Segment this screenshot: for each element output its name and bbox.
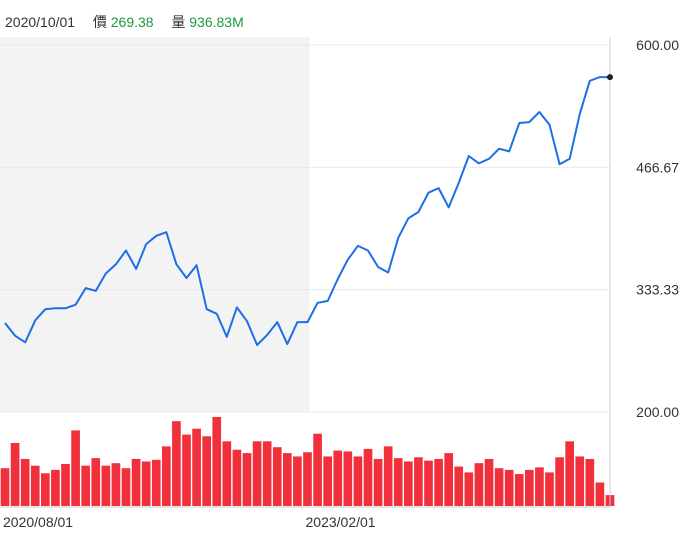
volume-bar xyxy=(545,472,554,506)
volume-bar xyxy=(61,464,70,506)
volume-bar xyxy=(494,468,504,506)
volume-bar xyxy=(484,458,494,506)
volume-bar xyxy=(262,441,272,506)
volume-bar xyxy=(111,463,121,506)
volume-bar xyxy=(182,434,191,506)
volume-bar xyxy=(363,448,373,506)
volume-bar xyxy=(595,482,605,506)
volume-bar xyxy=(524,469,534,506)
volume-bar xyxy=(333,450,343,506)
y-axis-ticks: 600.00 466.67 333.33 200.00 xyxy=(636,37,679,420)
volume-bar xyxy=(353,456,363,506)
volume-bar xyxy=(172,421,181,506)
price-label: 價 xyxy=(92,14,107,30)
volume-bar xyxy=(121,468,131,506)
volume-bar xyxy=(343,451,353,506)
x-tick-label: 2023/02/01 xyxy=(306,514,376,530)
volume-bar xyxy=(323,456,333,506)
volume-bar xyxy=(202,436,212,506)
volume-bar xyxy=(40,473,50,506)
x-tick-label: 2020/08/01 xyxy=(3,514,73,530)
date-label: 2020/10/01 xyxy=(5,14,76,30)
y-tick-label: 600.00 xyxy=(636,37,679,53)
grid xyxy=(0,44,610,413)
last-price-point[interactable] xyxy=(607,74,613,81)
volume-bar xyxy=(192,428,201,506)
volume-label: 量 xyxy=(171,14,186,30)
volume-bar xyxy=(403,461,413,506)
volume-bar xyxy=(424,460,433,506)
volume-value: 936.83M xyxy=(189,14,244,30)
volume-bar xyxy=(444,453,454,506)
price-line xyxy=(4,76,610,346)
volume-bar xyxy=(252,441,262,506)
volume-bar xyxy=(141,461,151,506)
volume-bar xyxy=(242,453,252,506)
volume-bar xyxy=(30,465,40,506)
volume-bar xyxy=(71,430,80,506)
volume-bar xyxy=(454,466,464,506)
volume-bar xyxy=(575,456,585,506)
volume-bar xyxy=(131,458,141,506)
volume-bar xyxy=(20,458,30,506)
volume-bar xyxy=(51,469,60,506)
volume-bar xyxy=(383,446,393,506)
volume-bar xyxy=(10,443,20,506)
volume-bar xyxy=(303,452,312,506)
volume-bar xyxy=(313,433,322,506)
volume-bar xyxy=(222,441,232,506)
volume-bar xyxy=(0,468,10,506)
volume-bar xyxy=(161,446,171,506)
volume-bar xyxy=(81,465,91,506)
info-header: 2020/10/01 價 269.38 量 936.83M xyxy=(5,12,244,32)
volume-bar xyxy=(585,458,595,506)
volume-bar xyxy=(565,441,575,506)
volume-bar xyxy=(535,467,544,506)
volume-bar xyxy=(474,463,484,506)
volume-bar xyxy=(151,459,161,506)
volume-bar xyxy=(101,465,111,506)
volume-bar xyxy=(293,456,302,506)
volume-bar xyxy=(393,458,403,506)
volume-bar xyxy=(555,457,564,506)
y-tick-label: 333.33 xyxy=(636,282,679,298)
volume-bar xyxy=(514,474,524,506)
highlight-region xyxy=(0,37,310,412)
y-tick-label: 200.00 xyxy=(636,404,679,420)
price-value: 269.38 xyxy=(110,14,154,30)
volume-bar xyxy=(414,457,423,506)
volume-bar xyxy=(272,447,282,506)
volume-bar xyxy=(464,472,474,506)
y-tick-label: 466.67 xyxy=(636,159,679,175)
volume-bar xyxy=(232,449,242,506)
volume-bars xyxy=(0,416,615,506)
x-axis-ticks: 2020/08/01 2023/02/01 xyxy=(3,514,376,530)
volume-bar xyxy=(212,416,222,506)
volume-bar xyxy=(504,469,514,506)
volume-bar xyxy=(434,458,443,506)
volume-bar xyxy=(373,458,383,506)
volume-bar xyxy=(91,458,101,506)
volume-bar xyxy=(282,453,292,506)
